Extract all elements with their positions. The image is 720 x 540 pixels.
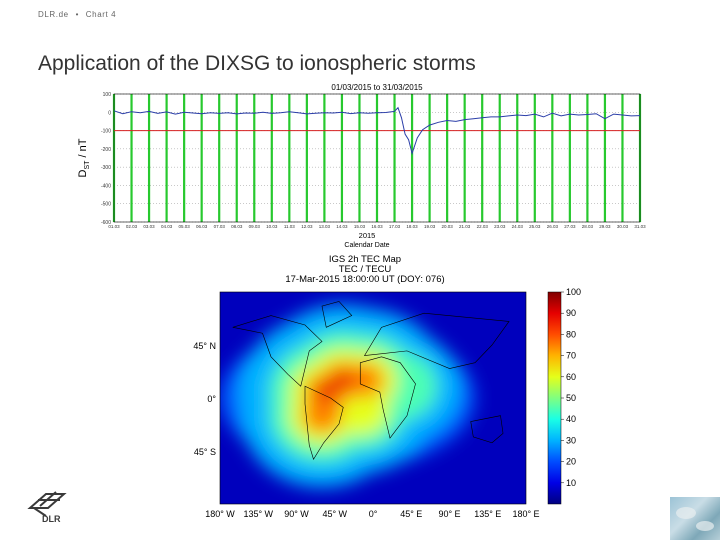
tec-xtick-label: 135° W bbox=[243, 509, 273, 519]
dst-xtick-label: 16.03 bbox=[371, 224, 383, 229]
tec-xtick-label: 180° E bbox=[512, 509, 539, 519]
tec-title-line2: TEC / TECU bbox=[338, 264, 392, 275]
tec-coastline bbox=[304, 385, 344, 460]
dst-xtick-label: 05.03 bbox=[179, 224, 191, 229]
tec-field bbox=[220, 301, 510, 488]
tec-coastline bbox=[321, 301, 353, 328]
tec-map-titles: IGS 2h TEC Map TEC / TECU 17-Mar-2015 18… bbox=[200, 255, 530, 285]
tec-colorbar bbox=[547, 291, 562, 505]
dst-xtick-label: 20.03 bbox=[442, 224, 454, 229]
dst-xtick-label: 28.03 bbox=[582, 224, 594, 229]
slide-title: Application of the DIXSG to ionospheric … bbox=[38, 52, 476, 75]
tec-colorbar-label: 20 bbox=[566, 457, 576, 467]
tec-colorbar-label: 60 bbox=[566, 372, 576, 382]
tec-colorbar-label: 40 bbox=[566, 414, 576, 424]
dst-ytick-label: -600 bbox=[101, 220, 111, 226]
dst-xtick-label: 25.03 bbox=[529, 224, 541, 229]
dst-xlabel: Calendar Date bbox=[344, 242, 389, 249]
dst-xtick-label: 14.03 bbox=[336, 224, 348, 229]
tec-field-blurred bbox=[220, 304, 475, 488]
tec-xtick-label: 0° bbox=[369, 509, 378, 519]
dst-xtick-label: 03.03 bbox=[143, 224, 155, 229]
dst-ytick-label: -300 bbox=[101, 165, 111, 171]
tec-enhancement bbox=[315, 382, 337, 402]
tec-coastline bbox=[232, 315, 323, 387]
tec-title-line3: 17-Mar-2015 18:00:00 UT (DOY: 076) bbox=[285, 274, 445, 285]
dst-xtick-label: 17.03 bbox=[389, 224, 401, 229]
tec-coastline bbox=[470, 415, 504, 444]
dst-xtick-label: 15.03 bbox=[354, 224, 366, 229]
dst-xtick-label: 22.03 bbox=[477, 224, 489, 229]
dst-xtick-label: 12.03 bbox=[301, 224, 313, 229]
tec-colorbar-label: 90 bbox=[566, 308, 576, 318]
dlr-logo-icon: DLR bbox=[27, 491, 67, 524]
tec-enhancement bbox=[302, 398, 342, 433]
tec-colorbar-label: 30 bbox=[566, 435, 576, 445]
dst-xtick-label: 04.03 bbox=[161, 224, 173, 229]
tec-colorbar-label: 100 bbox=[566, 287, 581, 297]
dst-xtick-label: 08.03 bbox=[231, 224, 243, 229]
tec-coastline bbox=[363, 312, 510, 369]
header-separator: • bbox=[75, 10, 79, 19]
dst-xtick-label: 19.03 bbox=[424, 224, 436, 229]
dst-xlabel-year: 2015 bbox=[359, 231, 376, 240]
dst-xtick-label: 10.03 bbox=[266, 224, 278, 229]
dst-xtick-label: 11.03 bbox=[284, 224, 295, 229]
tec-title-line1: IGS 2h TEC Map bbox=[328, 254, 402, 265]
tec-xtick-label: 45° W bbox=[322, 509, 347, 519]
tec-map-chart: 45° N 0° 45° S 180° W 135° W 90° W 45° W 0° 45° … bbox=[193, 287, 581, 519]
dst-xtick-label: 24.03 bbox=[512, 224, 524, 229]
tec-colorbar-label: 80 bbox=[566, 329, 576, 339]
dst-xtick-label: 06.03 bbox=[196, 224, 208, 229]
dst-xtick-label: 30.03 bbox=[617, 224, 629, 229]
dst-xtick-label: 01.03 bbox=[108, 224, 120, 229]
dst-xtick-label: 13.03 bbox=[319, 224, 331, 229]
dst-ytick-label: -100 bbox=[101, 129, 111, 135]
tec-xtick-label: 135° E bbox=[474, 509, 501, 519]
dst-xtick-label: 07.03 bbox=[214, 224, 226, 229]
dst-xtick-label: 23.03 bbox=[494, 224, 506, 229]
tec-colorbar-label: 10 bbox=[566, 478, 576, 488]
tec-map-frame bbox=[219, 291, 527, 505]
dst-xtick-label: 26.03 bbox=[547, 224, 559, 229]
tec-ytick-label: 45° N bbox=[193, 341, 216, 351]
tec-ytick-label: 0° bbox=[207, 394, 216, 404]
tec-xtick-label: 90° E bbox=[438, 509, 460, 519]
dst-ytick-label: 100 bbox=[103, 92, 112, 98]
dst-xtick-label: 27.03 bbox=[564, 224, 576, 229]
dst-xtick-label: 09.03 bbox=[249, 224, 261, 229]
dst-xtick-label: 29.03 bbox=[599, 224, 611, 229]
dst-ylabel: DST / nT bbox=[77, 138, 91, 177]
logo-text: DLR bbox=[42, 514, 61, 524]
tec-xtick-label: 90° W bbox=[284, 509, 309, 519]
dst-xtick-label: 02.03 bbox=[126, 224, 138, 229]
header-chart-label: Chart 4 bbox=[85, 10, 117, 19]
header-site: DLR.de bbox=[38, 10, 69, 19]
dst-ytick-label: -200 bbox=[101, 147, 111, 153]
dst-xtick-label: 18.03 bbox=[406, 224, 418, 229]
tec-enhancement bbox=[345, 363, 384, 398]
dst-ytick-label: -500 bbox=[101, 202, 111, 208]
tec-colorbar-label: 70 bbox=[566, 351, 576, 361]
tec-coastline bbox=[359, 356, 416, 439]
tec-ytick-label: 45° S bbox=[194, 447, 216, 457]
tec-colorbar-label: 50 bbox=[566, 393, 576, 403]
dst-plot-frame bbox=[113, 93, 641, 223]
dst-xtick-label: 31.03 bbox=[634, 224, 646, 229]
slide-header: DLR.de • Chart 4 bbox=[38, 10, 120, 19]
dst-chart: 01/03/2015 to 31/03/2015 100 0 -100 -200 -300… bbox=[77, 83, 646, 249]
corner-photo bbox=[670, 497, 720, 540]
dst-xtick-label: 21.03 bbox=[459, 224, 471, 229]
tec-enhancement bbox=[333, 371, 354, 390]
tec-xtick-label: 180° W bbox=[205, 509, 235, 519]
tec-xtick-label: 45° E bbox=[400, 509, 422, 519]
dst-title: 01/03/2015 to 31/03/2015 bbox=[331, 83, 423, 92]
dst-series-line bbox=[113, 106, 641, 156]
dst-ytick-label: 0 bbox=[108, 110, 111, 116]
dst-ytick-label: -400 bbox=[101, 183, 111, 189]
